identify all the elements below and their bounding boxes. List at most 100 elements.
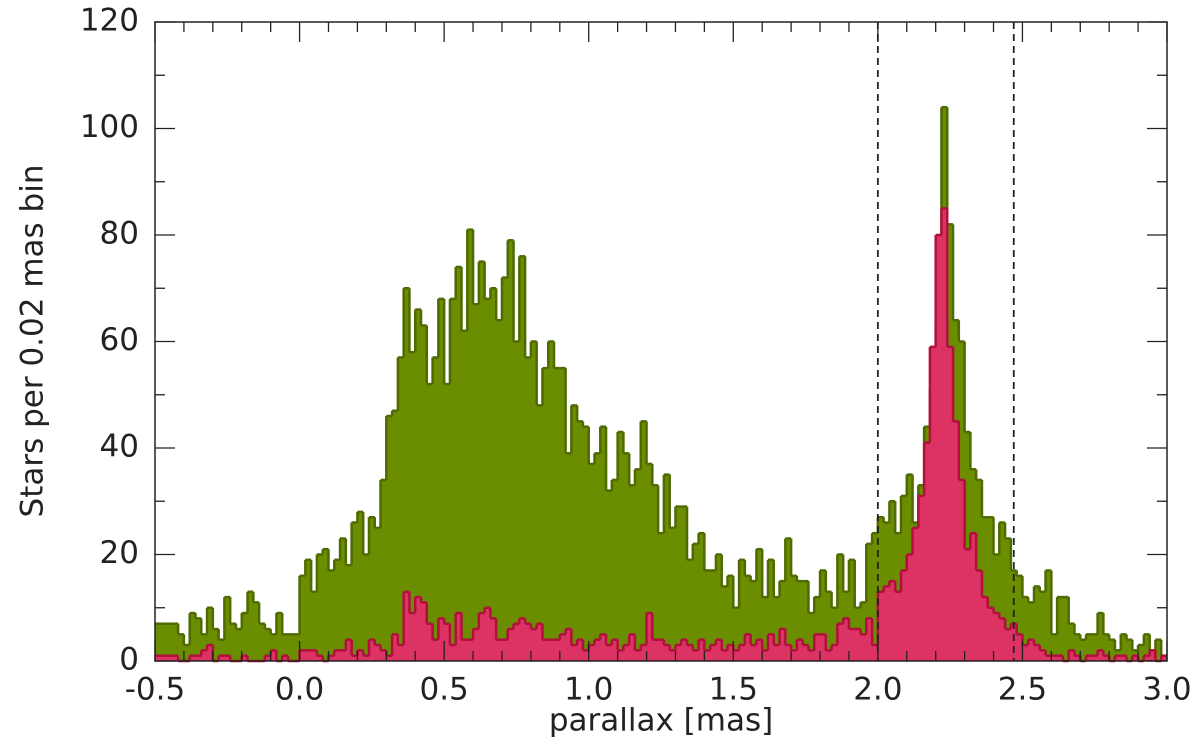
x-tick-label: 0.5 <box>419 672 468 708</box>
bar <box>1149 650 1156 661</box>
bar <box>843 618 850 661</box>
bar <box>704 570 711 661</box>
x-tick-label: 2.0 <box>853 672 902 708</box>
bar <box>548 639 555 661</box>
bar <box>773 597 780 661</box>
bar <box>1033 645 1041 661</box>
bar <box>756 639 763 661</box>
bar <box>155 623 162 661</box>
bar <box>675 645 682 661</box>
y-tick-label: 60 <box>100 322 139 358</box>
bar <box>432 639 439 661</box>
bar <box>588 463 595 661</box>
bar <box>594 639 601 661</box>
bar <box>796 639 804 661</box>
bar <box>698 639 705 661</box>
x-tick-label: 1.5 <box>709 672 758 708</box>
bar <box>467 229 474 662</box>
bar <box>733 650 740 661</box>
bar <box>322 549 329 661</box>
bar <box>288 634 295 661</box>
bar <box>1068 623 1075 661</box>
y-tick-label: 20 <box>100 535 139 571</box>
bar <box>496 639 503 661</box>
bar <box>415 309 422 661</box>
bar <box>397 645 405 661</box>
bar <box>779 629 786 661</box>
y-axis-label: Stars per 0.02 mas bin <box>15 165 51 518</box>
bar <box>1028 639 1035 661</box>
bar <box>571 645 578 661</box>
bar <box>473 629 480 661</box>
x-tick-label: 2.5 <box>998 672 1047 708</box>
bar <box>334 650 341 661</box>
bar <box>224 655 231 661</box>
bar <box>600 634 607 661</box>
bar <box>270 650 277 661</box>
bar <box>264 655 272 661</box>
bar <box>964 549 971 661</box>
bar <box>629 634 636 661</box>
bar <box>912 527 919 661</box>
bar <box>825 650 832 661</box>
bar <box>201 650 208 661</box>
bar <box>866 618 873 661</box>
bar <box>484 298 491 661</box>
bar <box>403 288 410 661</box>
bar <box>981 517 989 661</box>
bar <box>1022 597 1029 661</box>
bar <box>739 559 746 661</box>
bar <box>455 266 462 661</box>
bar <box>1132 655 1139 661</box>
bar <box>646 613 653 661</box>
bar <box>403 591 410 661</box>
x-tick-label: -0.5 <box>125 672 186 708</box>
bar <box>345 639 353 661</box>
bar <box>559 368 566 661</box>
bar <box>340 538 347 661</box>
bar <box>438 618 445 661</box>
bar <box>727 645 734 661</box>
bar <box>802 645 809 661</box>
bar <box>1086 655 1093 661</box>
bar <box>993 613 1000 661</box>
bar <box>415 597 422 661</box>
bar <box>392 634 399 661</box>
bar <box>1033 586 1041 661</box>
bar <box>363 655 370 661</box>
bar <box>513 623 520 661</box>
bar <box>189 655 196 661</box>
bar <box>634 469 642 661</box>
bar <box>658 533 665 661</box>
bar <box>1039 591 1046 661</box>
bar <box>831 645 838 661</box>
bar <box>791 575 798 661</box>
bar <box>160 623 167 661</box>
bar <box>525 623 532 661</box>
bar <box>1120 655 1127 661</box>
bar <box>958 479 965 661</box>
bar <box>623 645 630 661</box>
bar <box>681 639 688 661</box>
bar <box>837 554 844 661</box>
bar <box>762 650 769 661</box>
bar <box>467 639 474 661</box>
bar <box>1074 655 1081 661</box>
bar <box>207 607 214 661</box>
bar <box>224 597 231 661</box>
bar <box>195 655 202 661</box>
bar <box>999 522 1006 661</box>
bar <box>496 320 503 661</box>
bar <box>906 554 913 661</box>
bar <box>449 645 457 661</box>
bar <box>1022 645 1029 661</box>
bar <box>820 570 827 661</box>
bar <box>380 650 387 661</box>
bar <box>779 581 786 661</box>
bar <box>311 650 318 661</box>
bar <box>270 634 277 661</box>
bar <box>444 623 451 661</box>
bar <box>582 650 590 661</box>
bar <box>1005 629 1012 661</box>
bar <box>669 527 676 661</box>
